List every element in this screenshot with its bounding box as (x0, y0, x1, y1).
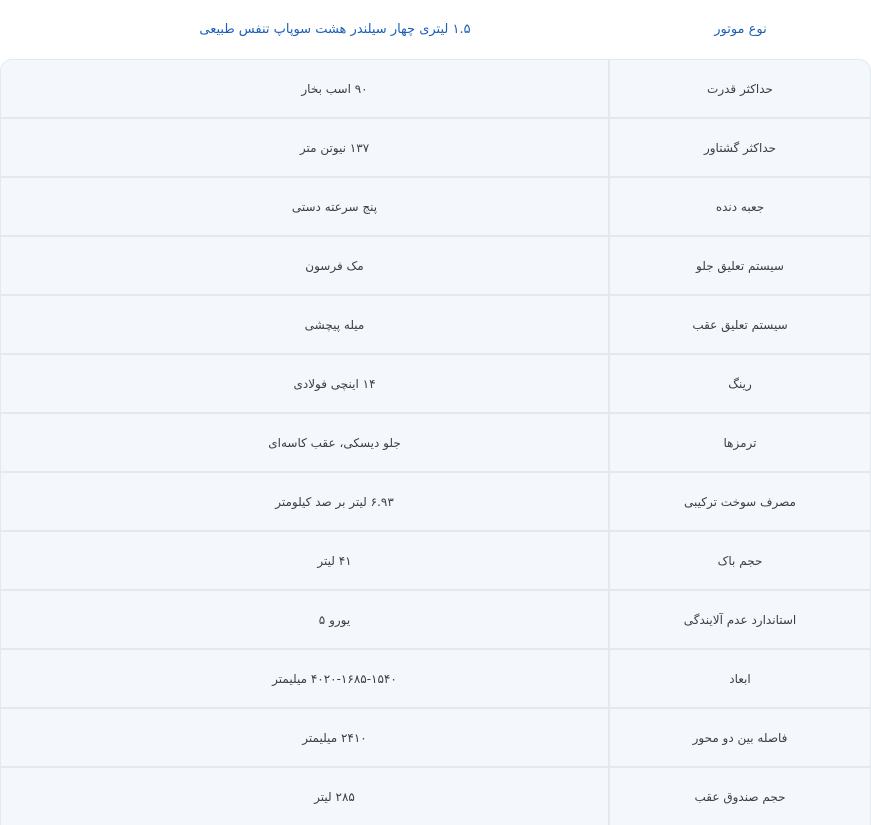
spec-label: ترمزها (608, 414, 870, 471)
table-row: ابعاد ۴۰۲۰-۱۶۸۵-۱۵۴۰ میلیمتر (1, 650, 870, 709)
spec-value: ۱۳۷ نیوتن متر (299, 140, 370, 155)
table-row: حجم صندوق عقب ۲۸۵ لیتر (1, 768, 870, 825)
spec-label: حجم باک (608, 532, 870, 589)
spec-label: استاندارد عدم آلایندگی (608, 591, 870, 648)
spec-header-label: نوع موتور (714, 22, 767, 37)
table-row: مصرف سوخت ترکیبی ۶.۹۳ لیتر بر صد کیلومتر (1, 473, 870, 532)
spec-value: ۶.۹۳ لیتر بر صد کیلومتر (275, 494, 394, 509)
table-row: ترمزها جلو دیسکی، عقب کاسه‌ای (1, 414, 870, 473)
table-row: حجم باک ۴۱ لیتر (1, 532, 870, 591)
table-row: حداکثر قدرت ۹۰ اسب بخار (1, 60, 870, 119)
table-row: رینگ ۱۴ اینچی فولادی (1, 355, 870, 414)
spec-value: ۹۰ اسب بخار (301, 81, 368, 96)
table-row: جعبه دنده پنج سرعته دستی (1, 178, 870, 237)
spec-value: یورو ۵ (318, 612, 351, 627)
spec-label: حداکثر قدرت (608, 60, 870, 117)
table-row: فاصله بین دو محور ۲۴۱۰ میلیمتر (1, 709, 870, 768)
spec-value: جلو دیسکی، عقب کاسه‌ای (268, 435, 401, 450)
spec-label: حجم صندوق عقب (608, 768, 870, 825)
table-row: سیستم تعلیق جلو مک فرسون (1, 237, 870, 296)
spec-label: جعبه دنده (608, 178, 870, 235)
spec-value: مک فرسون (305, 258, 364, 273)
spec-value: ۴۱ لیتر (317, 553, 352, 568)
spec-value: ۱۴ اینچی فولادی (293, 376, 376, 391)
spec-value: پنج سرعته دستی (291, 199, 378, 214)
spec-value: ۲۴۱۰ میلیمتر (302, 730, 367, 745)
spec-label: فاصله بین دو محور (608, 709, 870, 766)
table-row: استاندارد عدم آلایندگی یورو ۵ (1, 591, 870, 650)
spec-label: رینگ (608, 355, 870, 412)
spec-value: ۲۸۵ لیتر (314, 789, 355, 804)
spec-value: ۴۰۲۰-۱۶۸۵-۱۵۴۰ میلیمتر (272, 671, 397, 686)
table-row: سیستم تعلیق عقب میله پیچشی (1, 296, 870, 355)
spec-label: سیستم تعلیق عقب (608, 296, 870, 353)
spec-label: مصرف سوخت ترکیبی (608, 473, 870, 530)
spec-value: میله پیچشی (304, 317, 365, 332)
spec-header-row: نوع موتور ۱.۵ لیتری چهار سیلندر هشت سوپا… (0, 0, 871, 59)
spec-header-value: ۱.۵ لیتری چهار سیلندر هشت سوپاپ تنفس طبی… (199, 22, 471, 37)
spec-label: حداکثر گشتاور (608, 119, 870, 176)
spec-label: ابعاد (608, 650, 870, 707)
spec-label: سیستم تعلیق جلو (608, 237, 870, 294)
spec-table: حداکثر قدرت ۹۰ اسب بخار حداکثر گشتاور ۱۳۷ ن… (0, 59, 871, 825)
table-row: حداکثر گشتاور ۱۳۷ نیوتن متر (1, 119, 870, 178)
